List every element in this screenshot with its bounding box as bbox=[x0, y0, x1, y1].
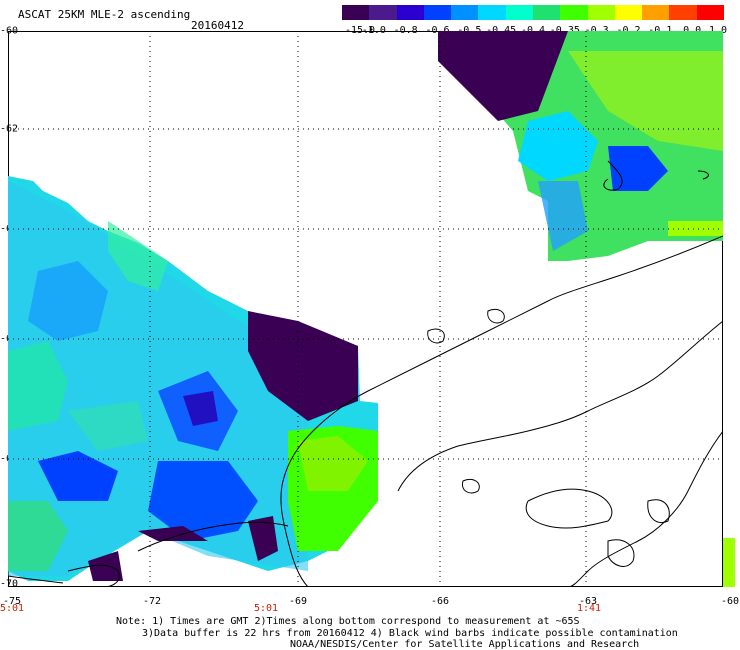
colorbar-label: -1.0 bbox=[361, 25, 386, 36]
gmt-time-label: 1:41 bbox=[576, 603, 602, 614]
colorbar-swatch bbox=[369, 5, 398, 20]
colorbar-swatch bbox=[560, 5, 589, 20]
colorbar-swatch bbox=[342, 5, 370, 20]
colorbar-label: -0.8 bbox=[393, 25, 418, 36]
gmt-time-label: 5:01 bbox=[253, 603, 279, 614]
colorbar-swatch bbox=[587, 5, 616, 20]
data-swath-right bbox=[438, 31, 723, 261]
product-title: ASCAT 25KM MLE-2 ascending bbox=[18, 8, 191, 21]
colorbar-label: -0.2 bbox=[616, 25, 641, 36]
colorbar-label: -0.1 bbox=[648, 25, 673, 36]
wind-map bbox=[8, 31, 723, 587]
product-date: 20160412 bbox=[191, 19, 244, 32]
lat-label: -70 bbox=[0, 578, 19, 590]
edge-data-strip bbox=[723, 538, 735, 587]
colorbar-swatch bbox=[505, 5, 534, 20]
colorbar-swatch bbox=[614, 5, 643, 20]
colorbar: -15.0 -1.0 -0.8 -0.6 -0.5 -0.45 -0.4 -0.35 -0.3-… bbox=[342, 0, 728, 40]
graticule bbox=[8, 31, 723, 587]
colorbar-label: 1.0 bbox=[708, 25, 728, 36]
coastline bbox=[8, 160, 723, 587]
colorbar-swatch bbox=[396, 5, 425, 20]
colorbar-label: -0.5 bbox=[457, 25, 482, 36]
colorbar-label: -0.35 bbox=[549, 25, 580, 36]
colorbar-swatch bbox=[423, 5, 452, 20]
gmt-time-label: 5:01 bbox=[0, 603, 25, 614]
note-line-3: NOAA/NESDIS/Center for Satellite Applica… bbox=[290, 639, 640, 650]
colorbar-swatch bbox=[533, 5, 561, 20]
colorbar-label: -0.6 bbox=[425, 25, 450, 36]
note-line-1: Note: 1) Times are GMT 2)Times along bot… bbox=[116, 616, 580, 627]
lon-label: -69 bbox=[288, 596, 308, 607]
lon-label: -75 bbox=[2, 596, 22, 607]
colorbar-swatch bbox=[478, 5, 507, 20]
colorbar-label: -15.0 bbox=[344, 25, 376, 36]
colorbar-swatch bbox=[642, 5, 670, 20]
lon-label: -66 bbox=[430, 596, 450, 607]
data-swath-left bbox=[8, 176, 378, 581]
lon-label: -63 bbox=[578, 596, 598, 607]
colorbar-label: -0.3 bbox=[584, 25, 609, 36]
note-line-2: 3)Data buffer is 22 hrs from 20160412 4)… bbox=[142, 628, 678, 639]
lon-label: -72 bbox=[142, 596, 162, 607]
colorbar-swatch bbox=[451, 5, 479, 20]
colorbar-label: 0.0 bbox=[683, 25, 702, 36]
colorbar-label: -0.4 bbox=[520, 25, 546, 36]
lon-label: -60 bbox=[720, 596, 740, 607]
colorbar-label: -0.45 bbox=[486, 25, 517, 36]
lat-label: -62 bbox=[0, 123, 19, 135]
colorbar-swatch bbox=[696, 5, 725, 20]
colorbar-swatch bbox=[669, 5, 698, 20]
